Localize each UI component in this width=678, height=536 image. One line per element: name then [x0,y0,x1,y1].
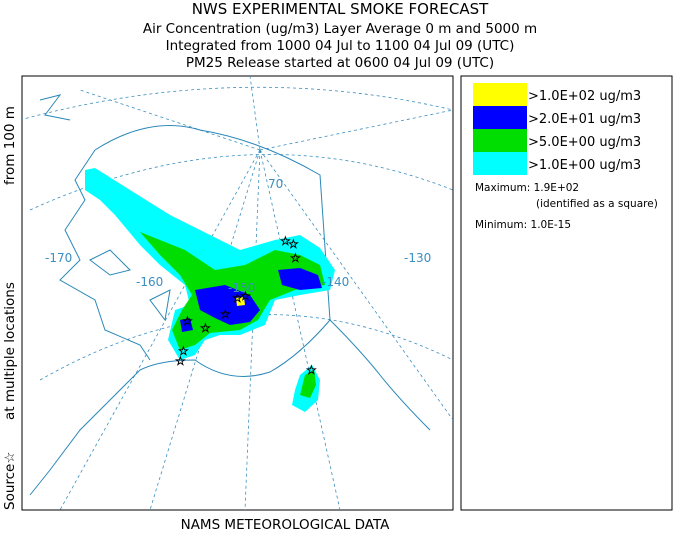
legend: >1.0E+02 ug/m3 >2.0E+01 ug/m3 >5.0E+00 ug/… [473,83,641,175]
map-label: -130 [404,251,431,265]
svg-text:☆: ☆ [182,314,193,328]
svg-text:☆: ☆ [240,289,251,303]
map-label: -170 [45,251,72,265]
map-label: -160 [136,275,163,289]
map-label: -140 [322,275,349,289]
legend-label: >1.0E+02 ug/m3 [528,89,641,104]
svg-text:☆: ☆ [232,291,243,305]
plume [236,297,245,306]
map-frame [21,75,454,511]
max-note: (identified as a square) [536,198,658,210]
map: ☆☆☆ ☆☆☆ ☆☆☆ ☆☆ -170 -160 -150 -140 -130 … [22,76,453,510]
footer: NAMS METEOROLOGICAL DATA [181,517,391,532]
coastline [29,94,431,496]
legend-swatch [473,106,527,129]
svg-text:☆: ☆ [290,251,301,265]
map-label: 70 [268,177,283,191]
subtitle: Air Concentration (ug/m3) Layer Average … [143,21,537,37]
svg-text:☆: ☆ [280,234,291,248]
maximum: Maximum: 1.9E+02 [475,182,579,194]
sources: ☆☆☆ ☆☆☆ ☆☆☆ ☆☆ [175,234,317,378]
minimum: Minimum: 1.0E-15 [475,219,571,231]
title: NWS EXPERIMENTAL SMOKE FORECAST [192,0,489,18]
svg-text:☆: ☆ [288,237,299,251]
svg-text:☆: ☆ [178,344,189,358]
svg-text:☆: ☆ [200,321,211,335]
coastline [89,249,171,322]
legend-label: >2.0E+01 ug/m3 [528,112,641,127]
legend-swatch [473,152,527,175]
subtitle: PM25 Release started at 0600 04 Jul 09 (… [186,55,494,71]
legend-swatch [473,83,527,106]
svg-text:☆: ☆ [306,363,317,377]
legend-label: >5.0E+00 ug/m3 [528,135,641,150]
plume [195,268,322,325]
legend-swatch [473,129,527,152]
legend-label: >1.0E+00 ug/m3 [528,158,641,173]
side-label: from 100 m [2,106,18,185]
plume [180,318,193,332]
map-label: -150 [228,281,255,295]
svg-text:☆: ☆ [175,354,186,368]
side-label: at multiple locations [2,282,18,420]
svg-text:☆: ☆ [220,307,231,321]
plume [300,370,316,398]
graticule [22,86,453,381]
legend-frame [460,75,673,511]
plume [85,168,335,360]
side-label: Source☆ [2,452,18,510]
subtitle: Integrated from 1000 04 Jul to 1100 04 J… [166,38,515,54]
